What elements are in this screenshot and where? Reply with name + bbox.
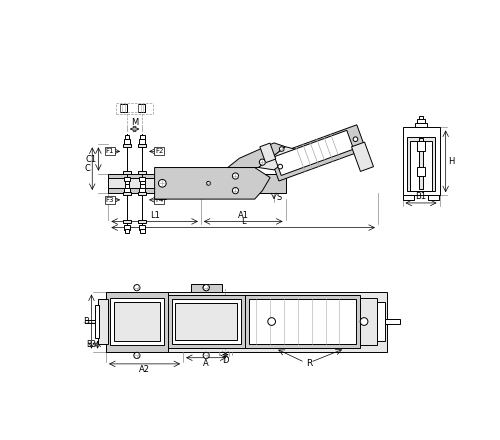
Bar xyxy=(402,128,440,195)
Circle shape xyxy=(203,285,209,291)
Bar xyxy=(124,139,130,143)
Bar xyxy=(377,302,385,341)
Polygon shape xyxy=(108,178,158,188)
Bar xyxy=(124,225,130,230)
Circle shape xyxy=(353,137,358,142)
Bar xyxy=(123,172,130,174)
Bar xyxy=(94,305,99,338)
Text: B: B xyxy=(84,317,89,326)
Polygon shape xyxy=(274,130,353,176)
Polygon shape xyxy=(228,143,285,168)
Bar xyxy=(124,177,130,181)
Text: F3: F3 xyxy=(106,197,114,203)
Circle shape xyxy=(203,285,209,291)
Bar xyxy=(123,220,130,223)
Bar xyxy=(418,138,424,189)
Circle shape xyxy=(134,285,140,291)
Text: F1: F1 xyxy=(106,148,114,154)
Polygon shape xyxy=(270,125,366,181)
Bar xyxy=(124,180,129,184)
Bar xyxy=(138,192,146,195)
Bar xyxy=(417,167,425,176)
Bar xyxy=(124,187,130,192)
Bar xyxy=(140,229,144,233)
Bar xyxy=(407,137,435,191)
Circle shape xyxy=(206,181,210,185)
Polygon shape xyxy=(108,174,286,193)
Circle shape xyxy=(232,173,238,179)
Text: S: S xyxy=(276,193,281,202)
Circle shape xyxy=(203,352,209,359)
Circle shape xyxy=(158,180,166,187)
Polygon shape xyxy=(154,168,166,199)
Bar xyxy=(139,177,145,181)
Bar xyxy=(114,302,160,341)
Text: C: C xyxy=(85,164,90,173)
Text: R: R xyxy=(306,359,312,368)
Bar xyxy=(138,143,146,147)
Circle shape xyxy=(360,318,368,326)
Circle shape xyxy=(268,318,276,326)
Text: A1: A1 xyxy=(238,211,248,220)
Bar xyxy=(168,295,244,348)
Bar xyxy=(140,183,144,187)
Text: A: A xyxy=(204,359,209,368)
Text: D: D xyxy=(222,356,228,365)
Bar xyxy=(139,139,145,143)
Bar xyxy=(417,141,425,150)
Bar xyxy=(385,319,400,324)
Circle shape xyxy=(260,159,266,165)
Circle shape xyxy=(232,187,238,194)
Bar xyxy=(415,123,427,128)
Bar xyxy=(172,299,241,344)
Bar xyxy=(110,297,164,345)
Text: L1: L1 xyxy=(150,211,160,220)
Bar xyxy=(106,292,168,352)
Bar xyxy=(248,299,356,344)
Text: L: L xyxy=(241,217,246,226)
Bar xyxy=(124,135,129,139)
Bar xyxy=(244,295,360,348)
Bar xyxy=(428,195,438,200)
Polygon shape xyxy=(258,147,301,170)
Bar xyxy=(123,192,130,195)
Text: F2: F2 xyxy=(155,148,164,154)
Polygon shape xyxy=(154,168,270,199)
Circle shape xyxy=(134,352,140,359)
Bar xyxy=(404,195,414,200)
Bar xyxy=(191,284,222,291)
Bar xyxy=(124,183,129,187)
Circle shape xyxy=(280,147,284,151)
Bar xyxy=(139,225,145,230)
Text: A2: A2 xyxy=(139,365,150,374)
Text: H: H xyxy=(448,157,454,166)
Bar xyxy=(139,187,145,192)
Polygon shape xyxy=(260,143,276,163)
Bar xyxy=(138,220,146,223)
Bar xyxy=(106,292,387,352)
Bar xyxy=(417,119,425,123)
Text: B1: B1 xyxy=(416,192,426,202)
Text: B3: B3 xyxy=(86,340,96,349)
Bar xyxy=(124,229,129,233)
Circle shape xyxy=(278,164,282,169)
Bar xyxy=(176,303,237,340)
Bar xyxy=(123,143,130,147)
Bar xyxy=(360,297,377,345)
Bar xyxy=(140,180,144,184)
Bar xyxy=(138,104,145,112)
Text: F4: F4 xyxy=(155,197,164,203)
Bar xyxy=(418,116,424,119)
Bar xyxy=(98,299,108,344)
Text: M: M xyxy=(131,118,138,127)
Polygon shape xyxy=(352,142,374,172)
Text: C1: C1 xyxy=(86,154,97,164)
Bar xyxy=(140,135,144,139)
Bar xyxy=(138,172,146,174)
Bar xyxy=(410,140,432,191)
Bar xyxy=(120,104,127,112)
